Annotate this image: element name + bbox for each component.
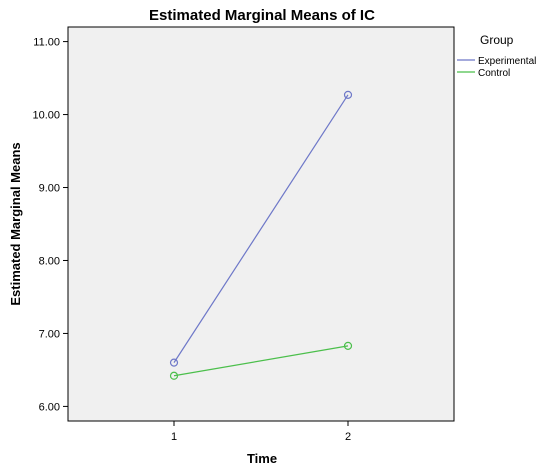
y-axis: 6.00 7.00 8.00 9.00 10.00 11.00 <box>32 37 68 413</box>
x-tick-label: 2 <box>345 431 351 443</box>
x-axis-label: Time <box>247 451 277 466</box>
data-point-control <box>169 371 179 380</box>
data-point-control <box>343 341 353 350</box>
y-tick-label: 8.00 <box>39 255 60 267</box>
series-line-control <box>173 345 349 377</box>
data-point-experimental <box>343 90 353 99</box>
series-layer <box>169 90 353 380</box>
plot-area <box>67 26 455 422</box>
y-tick-label: 9.00 <box>39 183 60 195</box>
legend-label: Control <box>478 68 510 79</box>
y-tick-label: 6.00 <box>39 401 60 413</box>
y-tick-label: 7.00 <box>39 328 60 340</box>
legend-title: Group <box>480 33 514 47</box>
series-line-experimental <box>173 94 349 363</box>
y-tick-label: 11.00 <box>33 37 60 49</box>
x-tick-label: 1 <box>171 431 177 443</box>
y-axis-label: Estimated Marginal Means <box>8 142 23 305</box>
legend-label: Experimental <box>478 56 536 67</box>
y-tick-label: 10.00 <box>32 110 60 122</box>
chart-title: Estimated Marginal Means of IC <box>149 7 375 24</box>
data-point-experimental <box>169 358 179 367</box>
